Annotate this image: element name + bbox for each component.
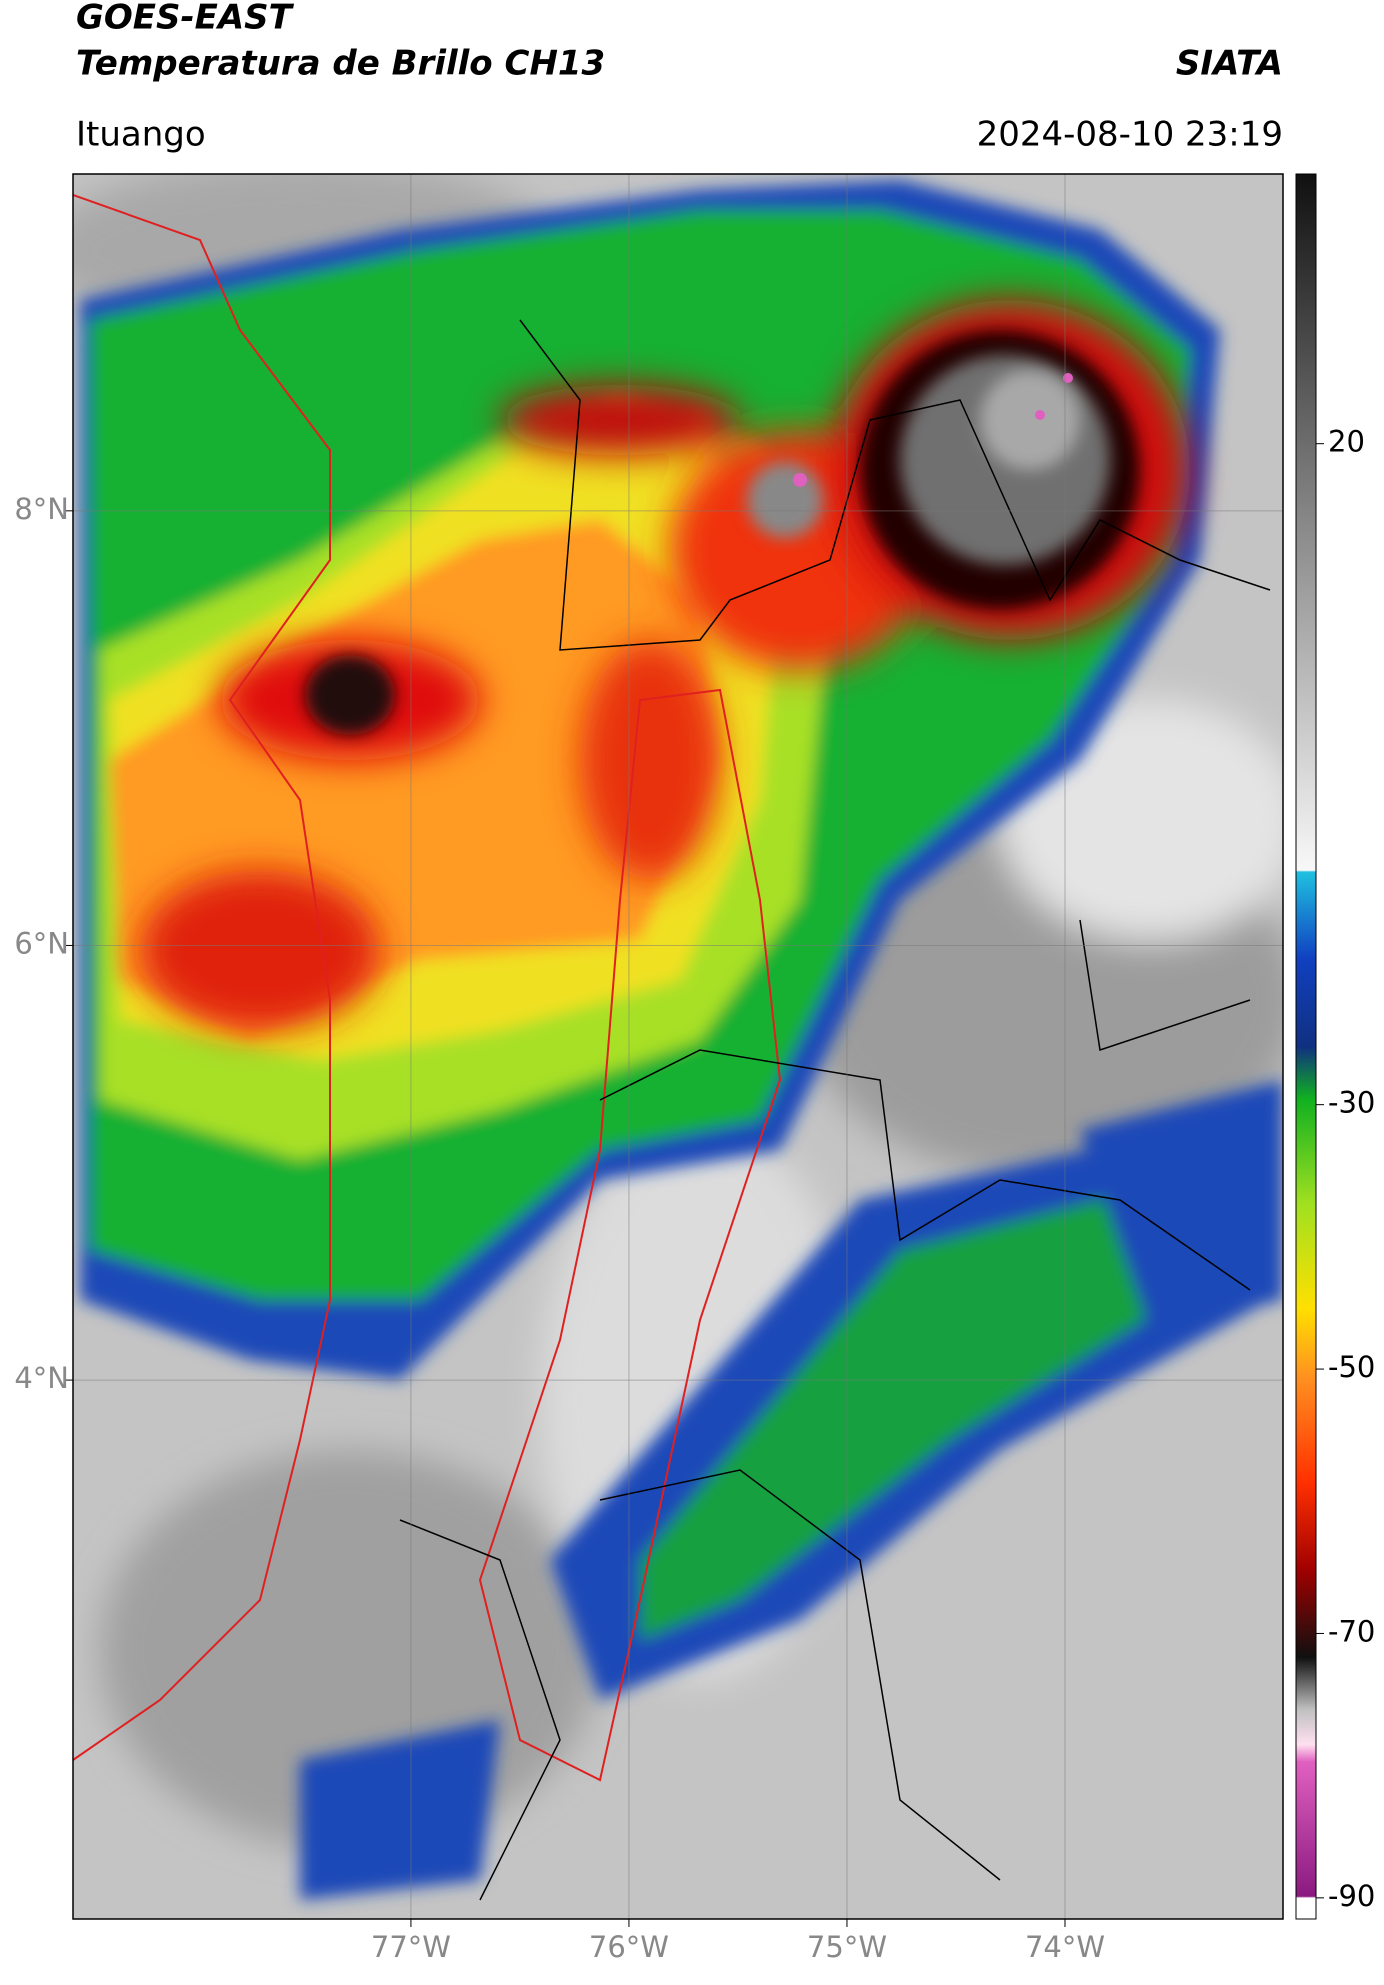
title-line2: Temperatura de Brillo CH13: [76, 44, 605, 84]
colorbar: [1295, 173, 1317, 1920]
datetime: 2024-08-10 23:19: [977, 115, 1283, 155]
map-frame: [72, 173, 1284, 1920]
colorbar-tick-label: 20: [1328, 425, 1365, 459]
x-tick-label: 77°W: [371, 1930, 451, 1964]
x-tick-label: 76°W: [589, 1930, 669, 1964]
location: Ituango: [76, 115, 206, 155]
x-tick-label: 75°W: [807, 1930, 887, 1964]
graticule: [73, 174, 1283, 1919]
source: SIATA: [1176, 44, 1283, 84]
y-tick-label: 6°N: [14, 926, 69, 960]
colorbar-tick-label: -90: [1328, 1879, 1375, 1913]
y-tick-label: 8°N: [14, 492, 69, 526]
colorbar-tick-label: -70: [1328, 1614, 1375, 1648]
x-tick-label: 74°W: [1025, 1930, 1105, 1964]
colorbar-tick-label: -50: [1328, 1350, 1375, 1384]
satellite-image: [73, 174, 1283, 1919]
colorbar-tick-label: -30: [1328, 1086, 1375, 1120]
y-tick-label: 4°N: [14, 1361, 69, 1395]
title-line1: GOES-EAST: [76, 0, 295, 38]
